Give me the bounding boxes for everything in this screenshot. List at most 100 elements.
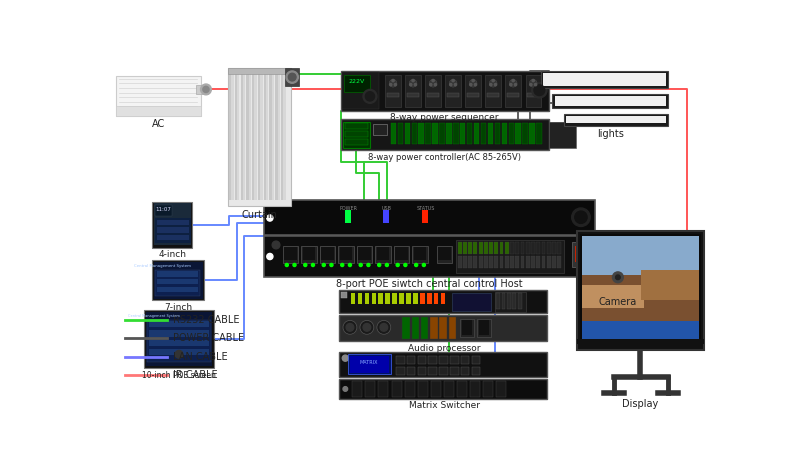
FancyBboxPatch shape [342, 72, 379, 109]
FancyBboxPatch shape [283, 246, 298, 263]
FancyBboxPatch shape [460, 319, 474, 338]
Circle shape [366, 92, 374, 101]
FancyBboxPatch shape [149, 340, 209, 346]
Circle shape [272, 241, 280, 249]
FancyBboxPatch shape [281, 69, 286, 200]
Circle shape [613, 272, 623, 283]
FancyBboxPatch shape [478, 320, 490, 335]
FancyBboxPatch shape [391, 381, 402, 396]
FancyBboxPatch shape [500, 256, 503, 268]
FancyBboxPatch shape [303, 247, 315, 261]
FancyBboxPatch shape [340, 247, 352, 261]
FancyBboxPatch shape [154, 262, 203, 299]
Circle shape [490, 83, 492, 86]
FancyBboxPatch shape [478, 242, 482, 254]
FancyBboxPatch shape [421, 317, 429, 339]
FancyBboxPatch shape [227, 68, 290, 74]
FancyBboxPatch shape [418, 367, 426, 375]
FancyBboxPatch shape [461, 356, 470, 364]
FancyBboxPatch shape [402, 317, 410, 339]
FancyBboxPatch shape [466, 75, 481, 107]
FancyBboxPatch shape [157, 235, 189, 240]
Circle shape [360, 320, 374, 334]
Circle shape [512, 79, 514, 82]
FancyBboxPatch shape [502, 293, 506, 309]
Text: 8-port POE siwtch central control Host: 8-port POE siwtch central control Host [336, 279, 522, 289]
FancyBboxPatch shape [439, 317, 447, 339]
FancyBboxPatch shape [509, 122, 514, 144]
FancyBboxPatch shape [147, 320, 210, 362]
FancyBboxPatch shape [375, 246, 390, 263]
Circle shape [203, 86, 209, 93]
Circle shape [432, 79, 434, 82]
FancyBboxPatch shape [349, 354, 390, 374]
FancyBboxPatch shape [526, 256, 530, 268]
Circle shape [532, 79, 534, 82]
FancyBboxPatch shape [515, 242, 519, 254]
Text: MATRIX: MATRIX [360, 360, 378, 365]
FancyBboxPatch shape [558, 242, 561, 254]
Circle shape [615, 275, 620, 279]
Text: 8-way power sequencer: 8-way power sequencer [390, 113, 499, 122]
Text: USB: USB [382, 206, 392, 211]
FancyBboxPatch shape [344, 75, 370, 92]
FancyBboxPatch shape [522, 122, 528, 144]
FancyBboxPatch shape [386, 293, 390, 304]
Text: IR CABLE: IR CABLE [173, 370, 218, 380]
FancyBboxPatch shape [460, 122, 466, 144]
FancyBboxPatch shape [577, 339, 704, 343]
Text: RS232 CABLE: RS232 CABLE [173, 315, 239, 324]
FancyBboxPatch shape [458, 242, 462, 254]
Circle shape [322, 263, 326, 266]
FancyBboxPatch shape [582, 237, 698, 342]
FancyBboxPatch shape [275, 69, 280, 200]
Circle shape [430, 83, 432, 86]
FancyBboxPatch shape [341, 71, 549, 111]
FancyBboxPatch shape [582, 321, 698, 342]
FancyBboxPatch shape [350, 293, 355, 304]
FancyBboxPatch shape [477, 319, 491, 338]
Circle shape [514, 83, 517, 86]
Circle shape [404, 263, 407, 266]
FancyBboxPatch shape [507, 93, 519, 97]
FancyBboxPatch shape [339, 290, 547, 314]
FancyBboxPatch shape [474, 122, 479, 144]
Circle shape [414, 83, 417, 86]
FancyBboxPatch shape [458, 256, 462, 268]
FancyBboxPatch shape [407, 356, 415, 364]
FancyBboxPatch shape [358, 247, 370, 261]
FancyBboxPatch shape [513, 293, 516, 309]
Circle shape [286, 71, 298, 83]
Circle shape [422, 263, 426, 266]
FancyBboxPatch shape [549, 122, 575, 148]
Circle shape [286, 263, 288, 266]
FancyBboxPatch shape [350, 356, 390, 373]
FancyBboxPatch shape [515, 122, 521, 144]
FancyBboxPatch shape [518, 293, 522, 309]
FancyBboxPatch shape [144, 310, 214, 368]
Circle shape [288, 73, 296, 81]
FancyBboxPatch shape [582, 275, 698, 321]
FancyBboxPatch shape [392, 293, 397, 304]
FancyBboxPatch shape [258, 69, 262, 200]
FancyBboxPatch shape [283, 69, 286, 200]
FancyBboxPatch shape [227, 68, 290, 207]
FancyBboxPatch shape [542, 256, 546, 268]
FancyBboxPatch shape [398, 122, 403, 144]
FancyBboxPatch shape [553, 94, 668, 108]
FancyBboxPatch shape [552, 256, 556, 268]
FancyBboxPatch shape [394, 246, 410, 263]
FancyBboxPatch shape [546, 256, 550, 268]
Text: 4-inch: 4-inch [158, 250, 186, 259]
FancyBboxPatch shape [536, 242, 540, 254]
FancyBboxPatch shape [418, 122, 424, 144]
Text: POWER: POWER [339, 206, 358, 211]
FancyBboxPatch shape [264, 237, 594, 277]
FancyBboxPatch shape [378, 381, 389, 396]
FancyBboxPatch shape [411, 317, 419, 339]
Circle shape [342, 355, 349, 361]
Text: Central Management System: Central Management System [134, 264, 191, 268]
FancyBboxPatch shape [444, 381, 454, 396]
FancyBboxPatch shape [365, 293, 369, 304]
Circle shape [367, 263, 370, 266]
